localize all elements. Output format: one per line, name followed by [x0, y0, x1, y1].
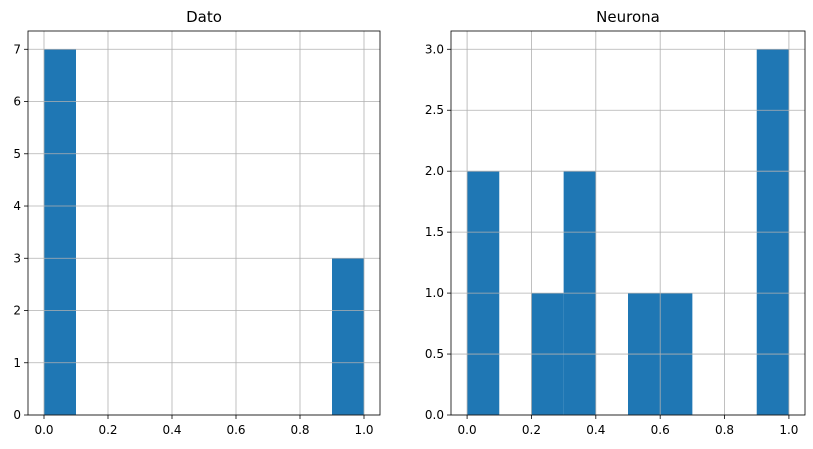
y-tick-label: 1	[13, 356, 21, 370]
y-tick-label: 0	[13, 408, 21, 422]
y-tick-label: 3	[13, 251, 21, 265]
histogram-panel-neurona: 0.0 0.2 0.4 0.6 0.8 1.0 0.0 0.5 1.0 1.5 2.0 2.5 3.0 N…	[425, 8, 806, 437]
x-tick-label: 0.4	[586, 423, 605, 437]
x-tick-label: 0.4	[162, 423, 181, 437]
x-tick-label: 0.8	[290, 423, 309, 437]
x-tick-label: 0.0	[458, 423, 477, 437]
x-tick-label: 0.2	[98, 423, 117, 437]
chart-title: Dato	[186, 8, 222, 26]
histogram-bar	[44, 49, 76, 416]
x-tick-label: 0.8	[715, 423, 734, 437]
y-tick-label: 3.0	[425, 42, 444, 56]
y-tick-label: 6	[13, 95, 21, 109]
x-tick-label: 0.2	[522, 423, 541, 437]
axes-frame	[27, 30, 381, 416]
y-tick-label: 0.0	[425, 408, 444, 422]
y-tick-label: 2.5	[425, 103, 444, 117]
x-tick-label: 0.0	[34, 423, 53, 437]
chart-title: Neurona	[596, 8, 660, 26]
x-tick-label: 1.0	[779, 423, 798, 437]
y-tick-label: 7	[13, 42, 21, 56]
x-tick-label: 0.6	[651, 423, 670, 437]
x-tick-label: 1.0	[354, 423, 373, 437]
x-tick-label: 0.6	[226, 423, 245, 437]
histogram-panel-dato: 0.0 0.2 0.4 0.6 0.8 1.0 0 1 2 3 4 5 6 7 Dato	[13, 8, 381, 437]
y-tick-label: 0.5	[425, 347, 444, 361]
y-tick-label: 1.0	[425, 286, 444, 300]
axes-frame	[450, 30, 806, 416]
y-tick-label: 2	[13, 304, 21, 318]
y-tick-label: 2.0	[425, 164, 444, 178]
y-tick-label: 4	[13, 199, 21, 213]
histogram-bar	[332, 258, 364, 415]
y-tick-label: 1.5	[425, 225, 444, 239]
y-tick-label: 5	[13, 147, 21, 161]
